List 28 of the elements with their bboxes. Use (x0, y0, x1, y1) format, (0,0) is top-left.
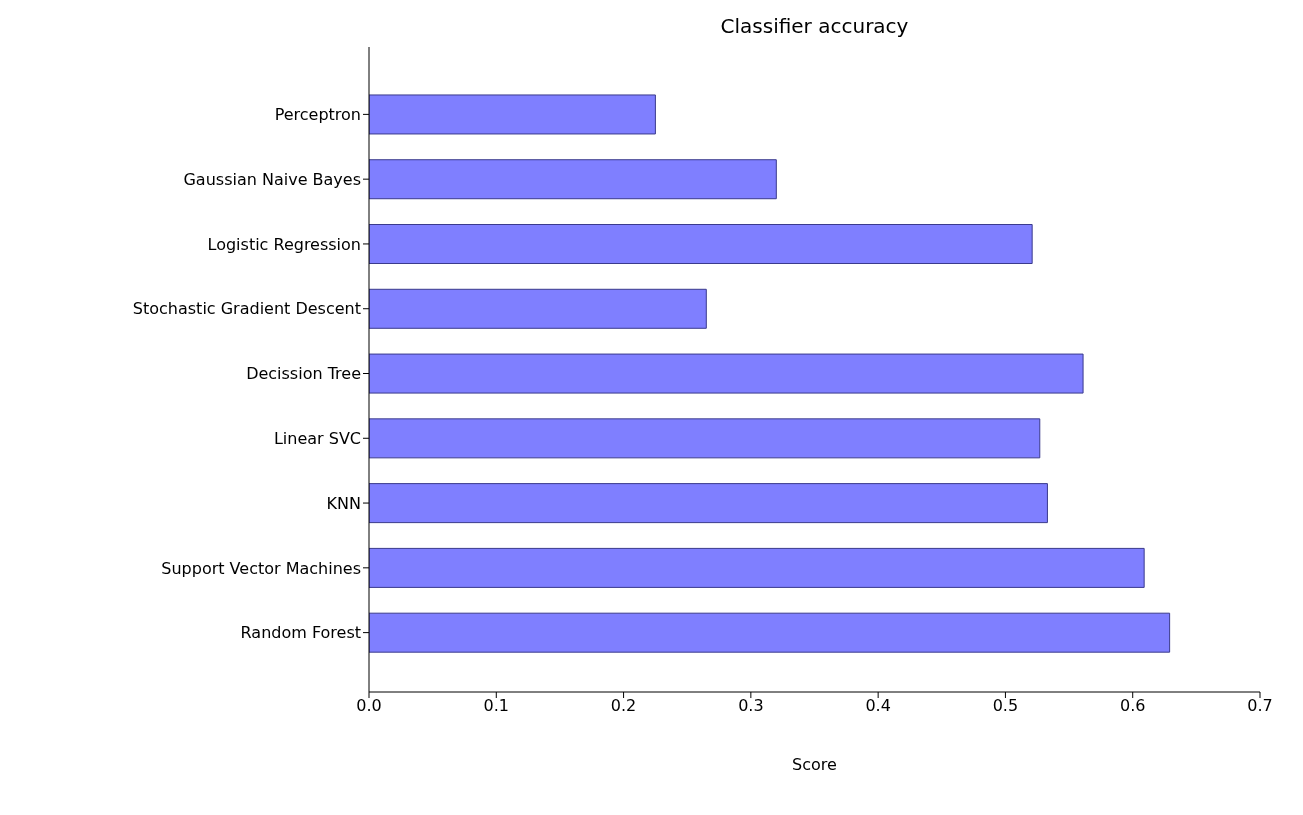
y-tick-label: Linear SVC (273, 428, 361, 448)
y-tick-label: Decission Tree (246, 364, 361, 384)
y-tick-label: Gaussian Naive Bayes (183, 169, 361, 189)
bar (369, 94, 656, 135)
chart-title: Classifier accuracy (719, 14, 910, 38)
x-tick-label: 0.1 (483, 696, 510, 716)
bar (369, 612, 1171, 653)
y-tick-label: Stochastic Gradient Descent (132, 299, 361, 319)
x-tick-label: 0.3 (738, 696, 764, 716)
x-tick-label: 0.2 (610, 696, 637, 716)
x-tick-label: 0.7 (1247, 696, 1273, 716)
x-tick-label: 0.5 (992, 696, 1019, 716)
bar (369, 483, 1048, 524)
y-tick-label: Random Forest (240, 623, 361, 643)
y-tick-label: Support Vector Machines (161, 558, 361, 578)
x-tick-label: 0.0 (356, 696, 382, 716)
y-tick-label: Perceptron (274, 105, 361, 125)
x-tick-label: 0.4 (865, 696, 891, 716)
bar (369, 353, 1084, 394)
bar (369, 224, 1033, 265)
bar (369, 547, 1145, 588)
x-axis-title: Score (792, 755, 837, 774)
y-tick-label: Logistic Regression (207, 234, 361, 254)
x-tick-label: 0.6 (1119, 696, 1146, 716)
bar (369, 418, 1041, 459)
bar (369, 159, 777, 200)
bar (369, 288, 707, 329)
y-tick-label: KNN (326, 493, 361, 513)
